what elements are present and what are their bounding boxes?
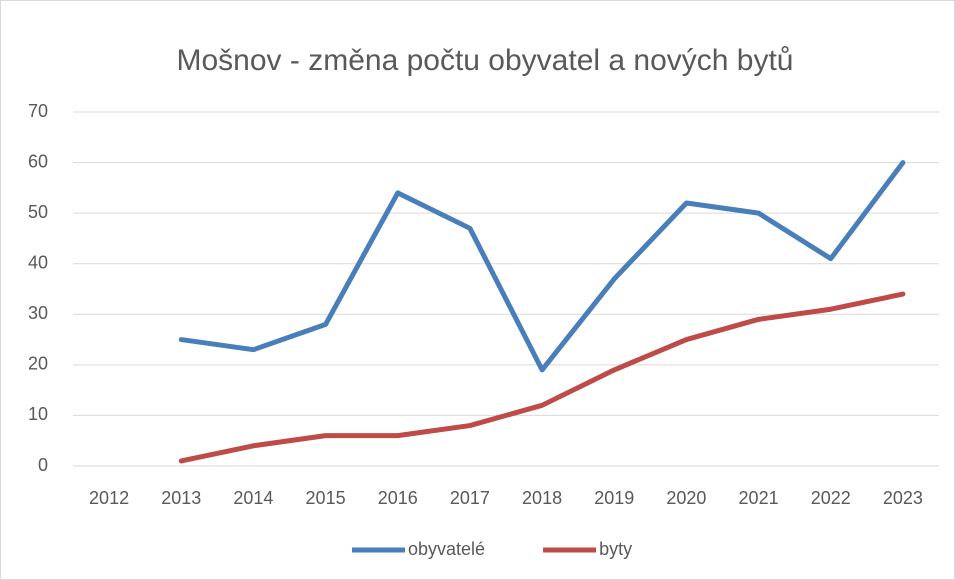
x-tick-label: 2022 <box>811 488 851 508</box>
chart-title: Mošnov - změna počtu obyvatel a nových b… <box>177 44 794 77</box>
y-tick-label: 0 <box>38 455 48 475</box>
x-tick-label: 2014 <box>233 488 273 508</box>
x-tick-label: 2016 <box>378 488 418 508</box>
legend-label: byty <box>599 539 632 559</box>
x-tick-label: 2019 <box>594 488 634 508</box>
y-tick-label: 70 <box>28 101 48 121</box>
x-tick-label: 2017 <box>450 488 490 508</box>
series-line <box>178 160 906 373</box>
y-tick-label: 20 <box>28 354 48 374</box>
x-tick-label: 2012 <box>89 488 129 508</box>
x-tick-label: 2023 <box>883 488 923 508</box>
y-tick-label: 40 <box>28 252 48 272</box>
series-line <box>178 291 906 464</box>
x-tick-label: 2021 <box>739 488 779 508</box>
y-tick-label: 50 <box>28 202 48 222</box>
y-tick-label: 60 <box>28 151 48 171</box>
x-tick-label: 2020 <box>666 488 706 508</box>
x-tick-label: 2018 <box>522 488 562 508</box>
y-tick-label: 10 <box>28 404 48 424</box>
x-tick-label: 2013 <box>161 488 201 508</box>
y-tick-label: 30 <box>28 303 48 323</box>
x-tick-label: 2015 <box>306 488 346 508</box>
legend-label: obyvatelé <box>408 539 485 559</box>
